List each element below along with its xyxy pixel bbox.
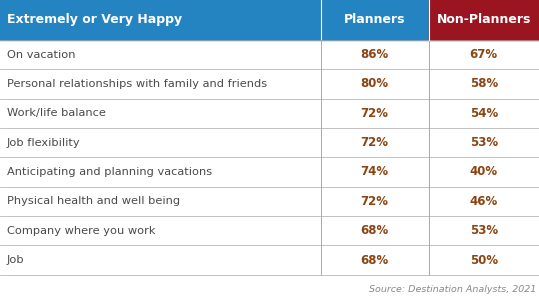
Text: 53%: 53% — [469, 224, 498, 237]
Text: 50%: 50% — [469, 254, 498, 266]
Text: 40%: 40% — [469, 165, 498, 178]
Text: Personal relationships with family and friends: Personal relationships with family and f… — [7, 79, 267, 89]
Text: 72%: 72% — [361, 136, 389, 149]
Text: 86%: 86% — [361, 48, 389, 61]
Text: On vacation: On vacation — [7, 50, 75, 59]
Text: 53%: 53% — [469, 136, 498, 149]
Text: Company where you work: Company where you work — [7, 226, 156, 236]
Bar — [0, 157, 539, 187]
Text: Physical health and well being: Physical health and well being — [7, 196, 180, 206]
Text: Planners: Planners — [344, 13, 405, 26]
Text: 58%: 58% — [469, 78, 498, 90]
Text: 68%: 68% — [361, 224, 389, 237]
Text: 80%: 80% — [361, 78, 389, 90]
Text: 54%: 54% — [469, 107, 498, 120]
Text: Anticipating and planning vacations: Anticipating and planning vacations — [7, 167, 212, 177]
Text: 74%: 74% — [361, 165, 389, 178]
Text: Job: Job — [7, 255, 25, 265]
Bar — [0, 69, 539, 99]
Text: 46%: 46% — [469, 195, 498, 208]
Bar — [0, 0, 321, 40]
Bar — [0, 99, 539, 128]
Bar — [0, 245, 539, 275]
Text: Extremely or Very Happy: Extremely or Very Happy — [7, 13, 182, 26]
Text: Job flexibility: Job flexibility — [7, 138, 81, 148]
Text: Source: Destination Analysts, 2021: Source: Destination Analysts, 2021 — [369, 285, 536, 294]
Bar — [429, 0, 539, 40]
Text: Non-Planners: Non-Planners — [437, 13, 531, 26]
Bar — [321, 0, 429, 40]
Text: 67%: 67% — [469, 48, 498, 61]
Bar — [0, 40, 539, 69]
Text: 72%: 72% — [361, 195, 389, 208]
Text: 72%: 72% — [361, 107, 389, 120]
Text: 68%: 68% — [361, 254, 389, 266]
Bar — [0, 128, 539, 157]
Bar — [0, 187, 539, 216]
Bar — [0, 216, 539, 245]
Text: Work/life balance: Work/life balance — [7, 108, 106, 118]
